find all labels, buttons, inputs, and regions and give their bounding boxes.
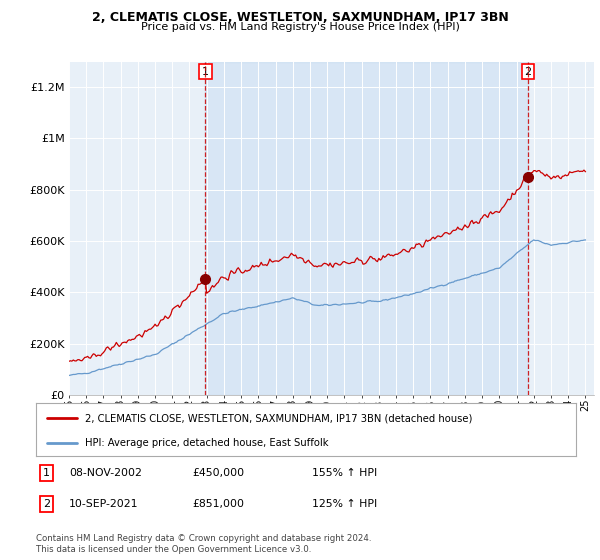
Text: 155% ↑ HPI: 155% ↑ HPI bbox=[312, 468, 377, 478]
Text: HPI: Average price, detached house, East Suffolk: HPI: Average price, detached house, East… bbox=[85, 438, 328, 448]
Text: 1: 1 bbox=[43, 468, 50, 478]
Text: 1: 1 bbox=[202, 67, 209, 77]
Text: 2, CLEMATIS CLOSE, WESTLETON, SAXMUNDHAM, IP17 3BN: 2, CLEMATIS CLOSE, WESTLETON, SAXMUNDHAM… bbox=[92, 11, 508, 24]
Text: 08-NOV-2002: 08-NOV-2002 bbox=[69, 468, 142, 478]
Text: 2, CLEMATIS CLOSE, WESTLETON, SAXMUNDHAM, IP17 3BN (detached house): 2, CLEMATIS CLOSE, WESTLETON, SAXMUNDHAM… bbox=[85, 413, 472, 423]
Text: Price paid vs. HM Land Registry's House Price Index (HPI): Price paid vs. HM Land Registry's House … bbox=[140, 22, 460, 32]
Text: 2: 2 bbox=[524, 67, 532, 77]
Text: 125% ↑ HPI: 125% ↑ HPI bbox=[312, 499, 377, 509]
Text: £450,000: £450,000 bbox=[192, 468, 244, 478]
Text: Contains HM Land Registry data © Crown copyright and database right 2024.
This d: Contains HM Land Registry data © Crown c… bbox=[36, 534, 371, 554]
Text: 2: 2 bbox=[43, 499, 50, 509]
Bar bbox=[205, 62, 528, 395]
Text: 10-SEP-2021: 10-SEP-2021 bbox=[69, 499, 139, 509]
Text: £851,000: £851,000 bbox=[192, 499, 244, 509]
